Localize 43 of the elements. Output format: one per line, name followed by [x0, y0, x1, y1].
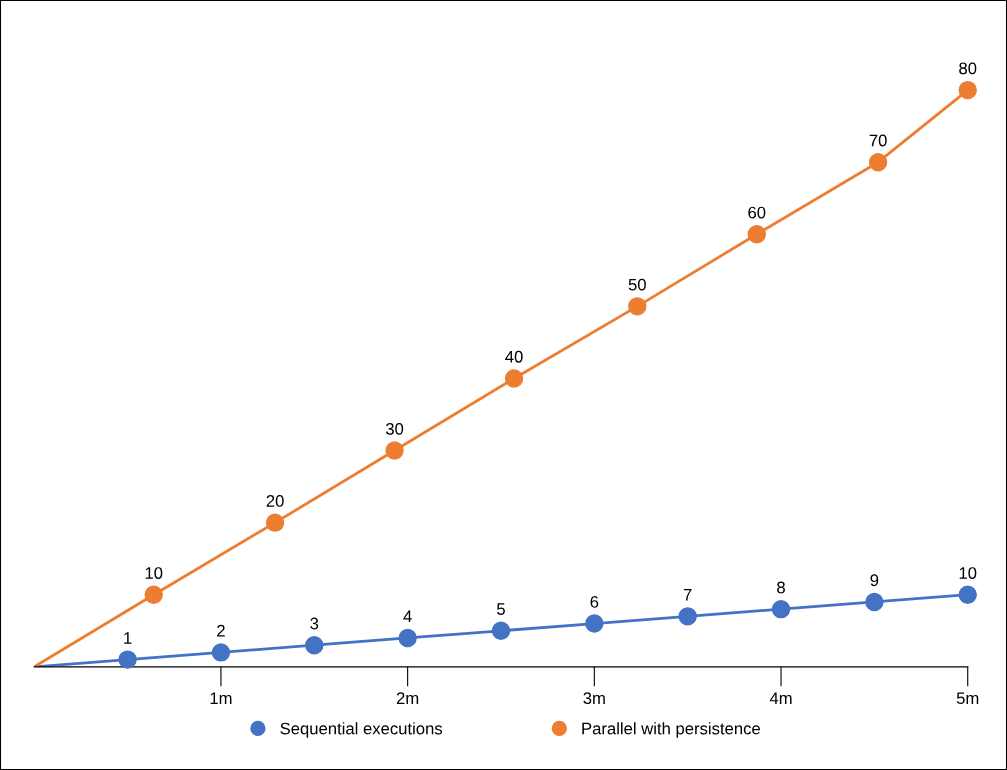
data-label: 80 [959, 62, 977, 75]
x-tick-label: 3m [583, 692, 605, 705]
data-label: 5 [497, 603, 505, 615]
point [491, 621, 511, 640]
x-tick-label: 2m [396, 692, 419, 704]
x-tick-label: 1m [210, 692, 232, 704]
legend-label: Parallel with persistence [582, 722, 760, 738]
point [385, 441, 404, 460]
point [958, 80, 977, 100]
point [265, 513, 285, 532]
point [628, 297, 647, 316]
point [868, 152, 888, 172]
point [504, 369, 524, 388]
data-label: 20 [266, 495, 284, 507]
data-label: 1 [124, 632, 132, 644]
data-label: 50 [628, 278, 646, 291]
data-label: 70 [869, 134, 887, 147]
data-label: 10 [145, 567, 163, 579]
data-label: 60 [748, 206, 766, 219]
legend-label: Sequential executions [280, 722, 443, 738]
point [678, 607, 697, 626]
data-label: 4 [403, 610, 412, 623]
data-label: 8 [777, 581, 785, 594]
point [305, 635, 324, 655]
point [747, 225, 766, 244]
x-tick-label: 5m [956, 692, 979, 705]
point [118, 650, 137, 669]
data-label: 7 [683, 588, 692, 601]
data-label: 40 [505, 350, 523, 363]
point [958, 585, 977, 604]
point [771, 599, 791, 619]
data-label: 2 [217, 624, 225, 637]
point [398, 628, 417, 648]
data-label: 9 [870, 574, 879, 587]
data-label: 30 [385, 422, 404, 435]
point [144, 585, 163, 604]
data-label: 6 [590, 595, 599, 608]
point [865, 592, 884, 612]
data-label: 10 [959, 567, 977, 579]
point [585, 614, 604, 633]
point [211, 643, 231, 662]
x-tick-label: 4m [769, 692, 792, 704]
data-label: 3 [310, 617, 319, 630]
